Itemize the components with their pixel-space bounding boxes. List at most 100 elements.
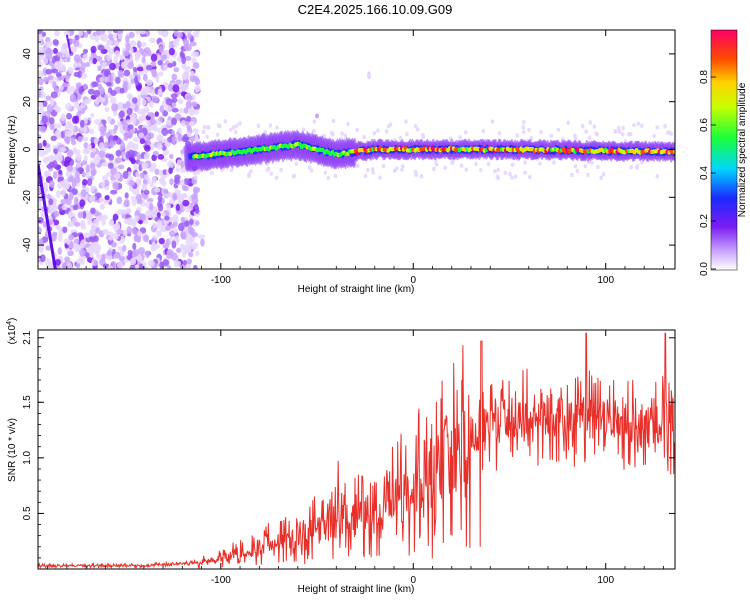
noise-blob — [137, 93, 143, 101]
faint-blob — [588, 120, 593, 125]
noise-blob — [163, 188, 169, 194]
noise-blob — [130, 158, 137, 165]
noise-blob — [146, 79, 153, 86]
noise-blob — [98, 150, 106, 159]
noise-blob — [170, 93, 178, 99]
faint-blob — [573, 133, 577, 138]
diagonal-streak-2 — [65, 34, 72, 55]
faint-blob — [652, 133, 656, 139]
noise-blob — [189, 218, 194, 226]
noise-blob — [56, 51, 63, 57]
noise-blob — [38, 142, 43, 151]
noise-blob — [60, 113, 66, 121]
noise-blob — [93, 118, 102, 125]
noise-blob — [79, 219, 86, 228]
noise-blob — [189, 121, 194, 127]
noise-blob — [171, 117, 177, 126]
faint-blob — [378, 175, 382, 180]
noise-blob — [148, 125, 155, 131]
noise-blob — [104, 194, 110, 201]
noise-blob — [105, 153, 112, 159]
noise-blob — [56, 224, 61, 231]
faint-blob — [215, 132, 220, 138]
noise-blob — [150, 53, 158, 62]
noise-blob — [135, 171, 140, 178]
noise-blob — [183, 178, 190, 186]
noise-blob — [80, 188, 87, 198]
noise-blob — [181, 184, 187, 191]
noise-blob — [153, 243, 161, 250]
noise-blob — [66, 165, 74, 172]
noise-blob — [54, 123, 62, 129]
noise-blob — [48, 198, 54, 206]
noise-blob — [82, 53, 88, 61]
noise-blob — [73, 54, 81, 63]
noise-blob — [93, 259, 99, 267]
faint-blob — [400, 164, 405, 169]
noise-blob — [50, 91, 58, 99]
noise-blob — [183, 220, 190, 227]
faint-blob — [268, 123, 273, 128]
noise-blob — [108, 62, 116, 71]
noise-blob — [114, 50, 121, 58]
noise-blob — [137, 246, 146, 255]
noise-blob — [143, 189, 150, 196]
noise-blob — [131, 143, 139, 151]
noise-blob — [65, 73, 71, 80]
noise-blob — [38, 70, 44, 79]
noise-blob — [87, 88, 95, 95]
noise-blob — [85, 164, 91, 173]
noise-blob — [110, 241, 118, 248]
noise-blob — [181, 136, 189, 143]
noise-blob — [52, 171, 58, 180]
noise-blob — [162, 109, 169, 117]
snr-x-tick-label: 100 — [597, 575, 614, 586]
faint-blob — [279, 167, 283, 173]
noise-blob — [114, 157, 122, 164]
faint-blob — [464, 167, 469, 172]
noise-blob — [100, 181, 106, 188]
snr-y-tick-label: 2.1 — [22, 330, 33, 344]
noise-blob — [195, 30, 200, 34]
noise-blob — [62, 178, 68, 187]
noise-blob — [143, 153, 150, 160]
noise-blob — [174, 235, 180, 244]
snr-y-tick-label: 0.5 — [22, 506, 33, 520]
noise-blob — [186, 258, 193, 265]
noise-blob — [113, 251, 121, 259]
faint-blob — [573, 164, 578, 169]
noise-blob — [41, 115, 48, 124]
noise-blob — [189, 236, 194, 243]
faint-blob — [528, 174, 532, 180]
faint-blob — [356, 163, 360, 169]
noise-blob — [70, 85, 76, 93]
noise-blob — [180, 161, 185, 169]
noise-blob — [95, 226, 101, 234]
faint-blob — [580, 124, 585, 129]
colorbar-tick-label: 0.8 — [699, 70, 710, 84]
noise-blob — [156, 230, 162, 237]
faint-blob — [497, 131, 502, 136]
noise-blob — [69, 38, 77, 44]
noise-blob — [159, 261, 164, 269]
noise-blob — [179, 193, 185, 202]
noise-blob — [81, 171, 86, 178]
noise-blob — [168, 83, 173, 92]
noise-blob — [190, 70, 195, 77]
noise-blob — [87, 143, 92, 151]
noise-blob — [44, 41, 52, 48]
noise-blob — [117, 33, 123, 40]
noise-blob — [109, 140, 115, 149]
faint-blob — [274, 175, 279, 180]
faint-blob — [388, 122, 393, 127]
faint-blob — [307, 165, 312, 170]
noise-blob — [186, 124, 192, 130]
noise-blob — [118, 110, 125, 119]
noise-blob — [184, 247, 190, 255]
colorbar-ticks: 0.0 0.2 0.4 0.6 0.8 — [699, 70, 716, 276]
noise-blob — [42, 100, 48, 108]
snr-y-tick-label: 1.0 — [22, 450, 33, 464]
faint-blob — [216, 123, 221, 128]
faint-blob — [616, 125, 621, 131]
noise-blob — [91, 81, 99, 88]
